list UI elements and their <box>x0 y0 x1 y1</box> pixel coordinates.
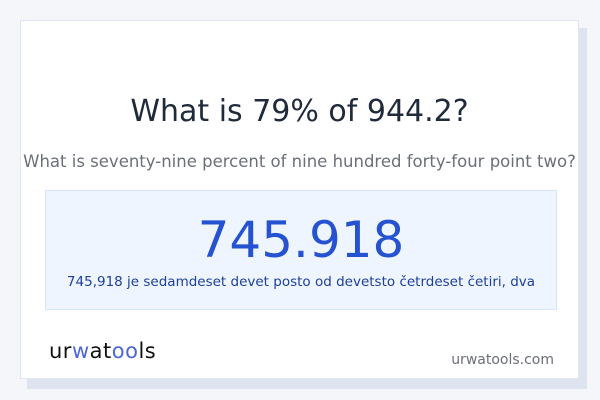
site-url: urwatools.com <box>451 352 554 368</box>
result-value: 745.918 <box>197 211 405 269</box>
result-box: 745.918 745,918 je sedamdeset devet post… <box>45 190 557 310</box>
page-subtitle: What is seventy-nine percent of nine hun… <box>23 152 576 171</box>
result-card: What is 79% of 944.2? What is seventy-ni… <box>20 20 579 379</box>
urwatools-logo: urwatools <box>49 339 157 363</box>
result-words: 745,918 je sedamdeset devet posto od dev… <box>66 274 536 290</box>
page-title: What is 79% of 944.2? <box>130 94 469 129</box>
